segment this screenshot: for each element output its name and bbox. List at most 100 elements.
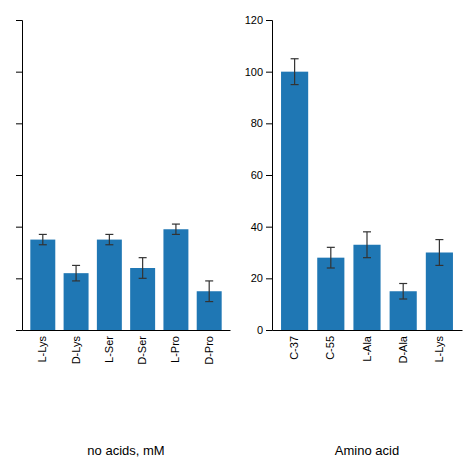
error-cap bbox=[399, 283, 407, 284]
error-line bbox=[75, 265, 76, 281]
error-cap bbox=[172, 234, 180, 235]
error-line bbox=[109, 234, 110, 244]
error-cap bbox=[172, 223, 180, 224]
error-cap bbox=[363, 231, 371, 232]
error-cap bbox=[399, 298, 407, 299]
error-cap bbox=[435, 239, 443, 240]
panel: L-LysD-LysL-SerD-SerL-ProD-Prono acids, … bbox=[16, 21, 231, 459]
y-tick: 0 bbox=[257, 324, 272, 336]
bar bbox=[64, 273, 89, 330]
y-tick-mark bbox=[16, 123, 22, 124]
error-line bbox=[175, 224, 176, 234]
x-tick-label: C-55 bbox=[324, 336, 336, 360]
x-tick: D-Ser bbox=[136, 330, 148, 365]
error-bar bbox=[172, 224, 180, 234]
y-tick: 40 bbox=[251, 221, 272, 233]
error-bar bbox=[435, 240, 443, 266]
x-tick: D-Lys bbox=[70, 330, 82, 364]
y-tick bbox=[16, 227, 22, 228]
error-cap bbox=[205, 280, 213, 281]
chart: L-LysD-LysL-SerD-SerL-ProD-Prono acids, … bbox=[0, 0, 474, 474]
x-tick: L-Lys bbox=[433, 330, 445, 363]
x-tick-label: L-Ser bbox=[103, 336, 115, 363]
y-tick-mark bbox=[16, 175, 22, 176]
error-bar bbox=[399, 284, 407, 300]
x-axis: L-Lys D-Lys L-Ser D-Ser L-Pro D-Pro bbox=[23, 330, 231, 365]
x-tick-label: C-37 bbox=[288, 336, 300, 360]
y-tick-mark bbox=[16, 278, 22, 279]
y-tick: 20 bbox=[251, 272, 272, 284]
y-tick-mark bbox=[266, 278, 272, 279]
y-axis: 0 20 40 60 80 100 120 bbox=[245, 14, 273, 336]
x-tick: L-Ala bbox=[361, 330, 373, 362]
error-cap bbox=[72, 265, 80, 266]
y-tick bbox=[16, 123, 22, 124]
bar bbox=[353, 245, 380, 330]
bar bbox=[30, 240, 55, 330]
x-tick: L-Lys bbox=[36, 330, 48, 363]
y-tick-mark bbox=[266, 330, 272, 331]
bars bbox=[281, 59, 453, 330]
error-line bbox=[294, 59, 295, 85]
y-tick-mark bbox=[266, 227, 272, 228]
y-tick bbox=[16, 330, 22, 331]
y-tick-mark bbox=[266, 20, 272, 21]
y-tick: 120 bbox=[245, 14, 272, 26]
error-cap bbox=[205, 301, 213, 302]
error-cap bbox=[363, 257, 371, 258]
error-bar bbox=[291, 59, 299, 85]
x-tick: L-Ser bbox=[103, 330, 115, 363]
y-tick bbox=[16, 278, 22, 279]
y-tick-mark bbox=[16, 227, 22, 228]
x-axis: C-37 C-55 L-Ala D-Ala L-Lys bbox=[273, 330, 463, 364]
error-cap bbox=[291, 58, 299, 59]
y-tick-mark bbox=[16, 72, 22, 73]
error-cap bbox=[105, 234, 113, 235]
x-tick: L-Pro bbox=[169, 330, 181, 363]
y-tick-mark bbox=[266, 72, 272, 73]
error-line bbox=[42, 234, 43, 244]
y-tick-label: 80 bbox=[251, 117, 263, 129]
error-bar bbox=[39, 234, 47, 244]
error-cap bbox=[327, 267, 335, 268]
error-bar bbox=[363, 232, 371, 258]
error-line bbox=[439, 240, 440, 266]
error-bar bbox=[139, 258, 147, 279]
x-tick: C-37 bbox=[288, 330, 300, 360]
y-tick: 60 bbox=[251, 169, 272, 181]
bar bbox=[317, 258, 344, 330]
panel: C-37 C-55 L-Ala D-Ala L-Lys 0 20 40 60 80 100 120 Am… bbox=[245, 14, 463, 458]
x-axis-title: Amino acid bbox=[335, 443, 399, 458]
x-tick-label: L-Pro bbox=[169, 336, 181, 363]
error-line bbox=[366, 232, 367, 258]
y-axis bbox=[16, 21, 23, 331]
error-cap bbox=[139, 278, 147, 279]
x-axis-line bbox=[273, 330, 463, 331]
x-tick: D-Pro bbox=[203, 330, 215, 365]
bar bbox=[163, 229, 188, 330]
error-cap bbox=[39, 234, 47, 235]
y-tick-label: 20 bbox=[251, 272, 263, 284]
x-tick-label: D-Pro bbox=[203, 336, 215, 365]
y-tick-label: 100 bbox=[245, 66, 263, 78]
error-line bbox=[142, 258, 143, 279]
y-axis-line bbox=[16, 21, 23, 331]
bars bbox=[30, 224, 221, 330]
x-tick-label: L-Lys bbox=[36, 336, 48, 363]
y-tick bbox=[16, 20, 22, 21]
error-bar bbox=[205, 281, 213, 302]
error-bar bbox=[327, 247, 335, 268]
error-bar bbox=[72, 265, 80, 281]
y-tick-label: 0 bbox=[257, 324, 263, 336]
x-tick: D-Ala bbox=[397, 330, 409, 364]
x-tick-label: D-Ser bbox=[136, 336, 148, 365]
y-tick-mark bbox=[266, 175, 272, 176]
bar bbox=[97, 240, 122, 330]
x-tick-label: L-Lys bbox=[433, 336, 445, 363]
y-tick bbox=[16, 175, 22, 176]
y-axis-line bbox=[266, 21, 273, 331]
error-cap bbox=[435, 265, 443, 266]
error-cap bbox=[327, 247, 335, 248]
error-cap bbox=[291, 84, 299, 85]
y-tick: 100 bbox=[245, 66, 272, 78]
